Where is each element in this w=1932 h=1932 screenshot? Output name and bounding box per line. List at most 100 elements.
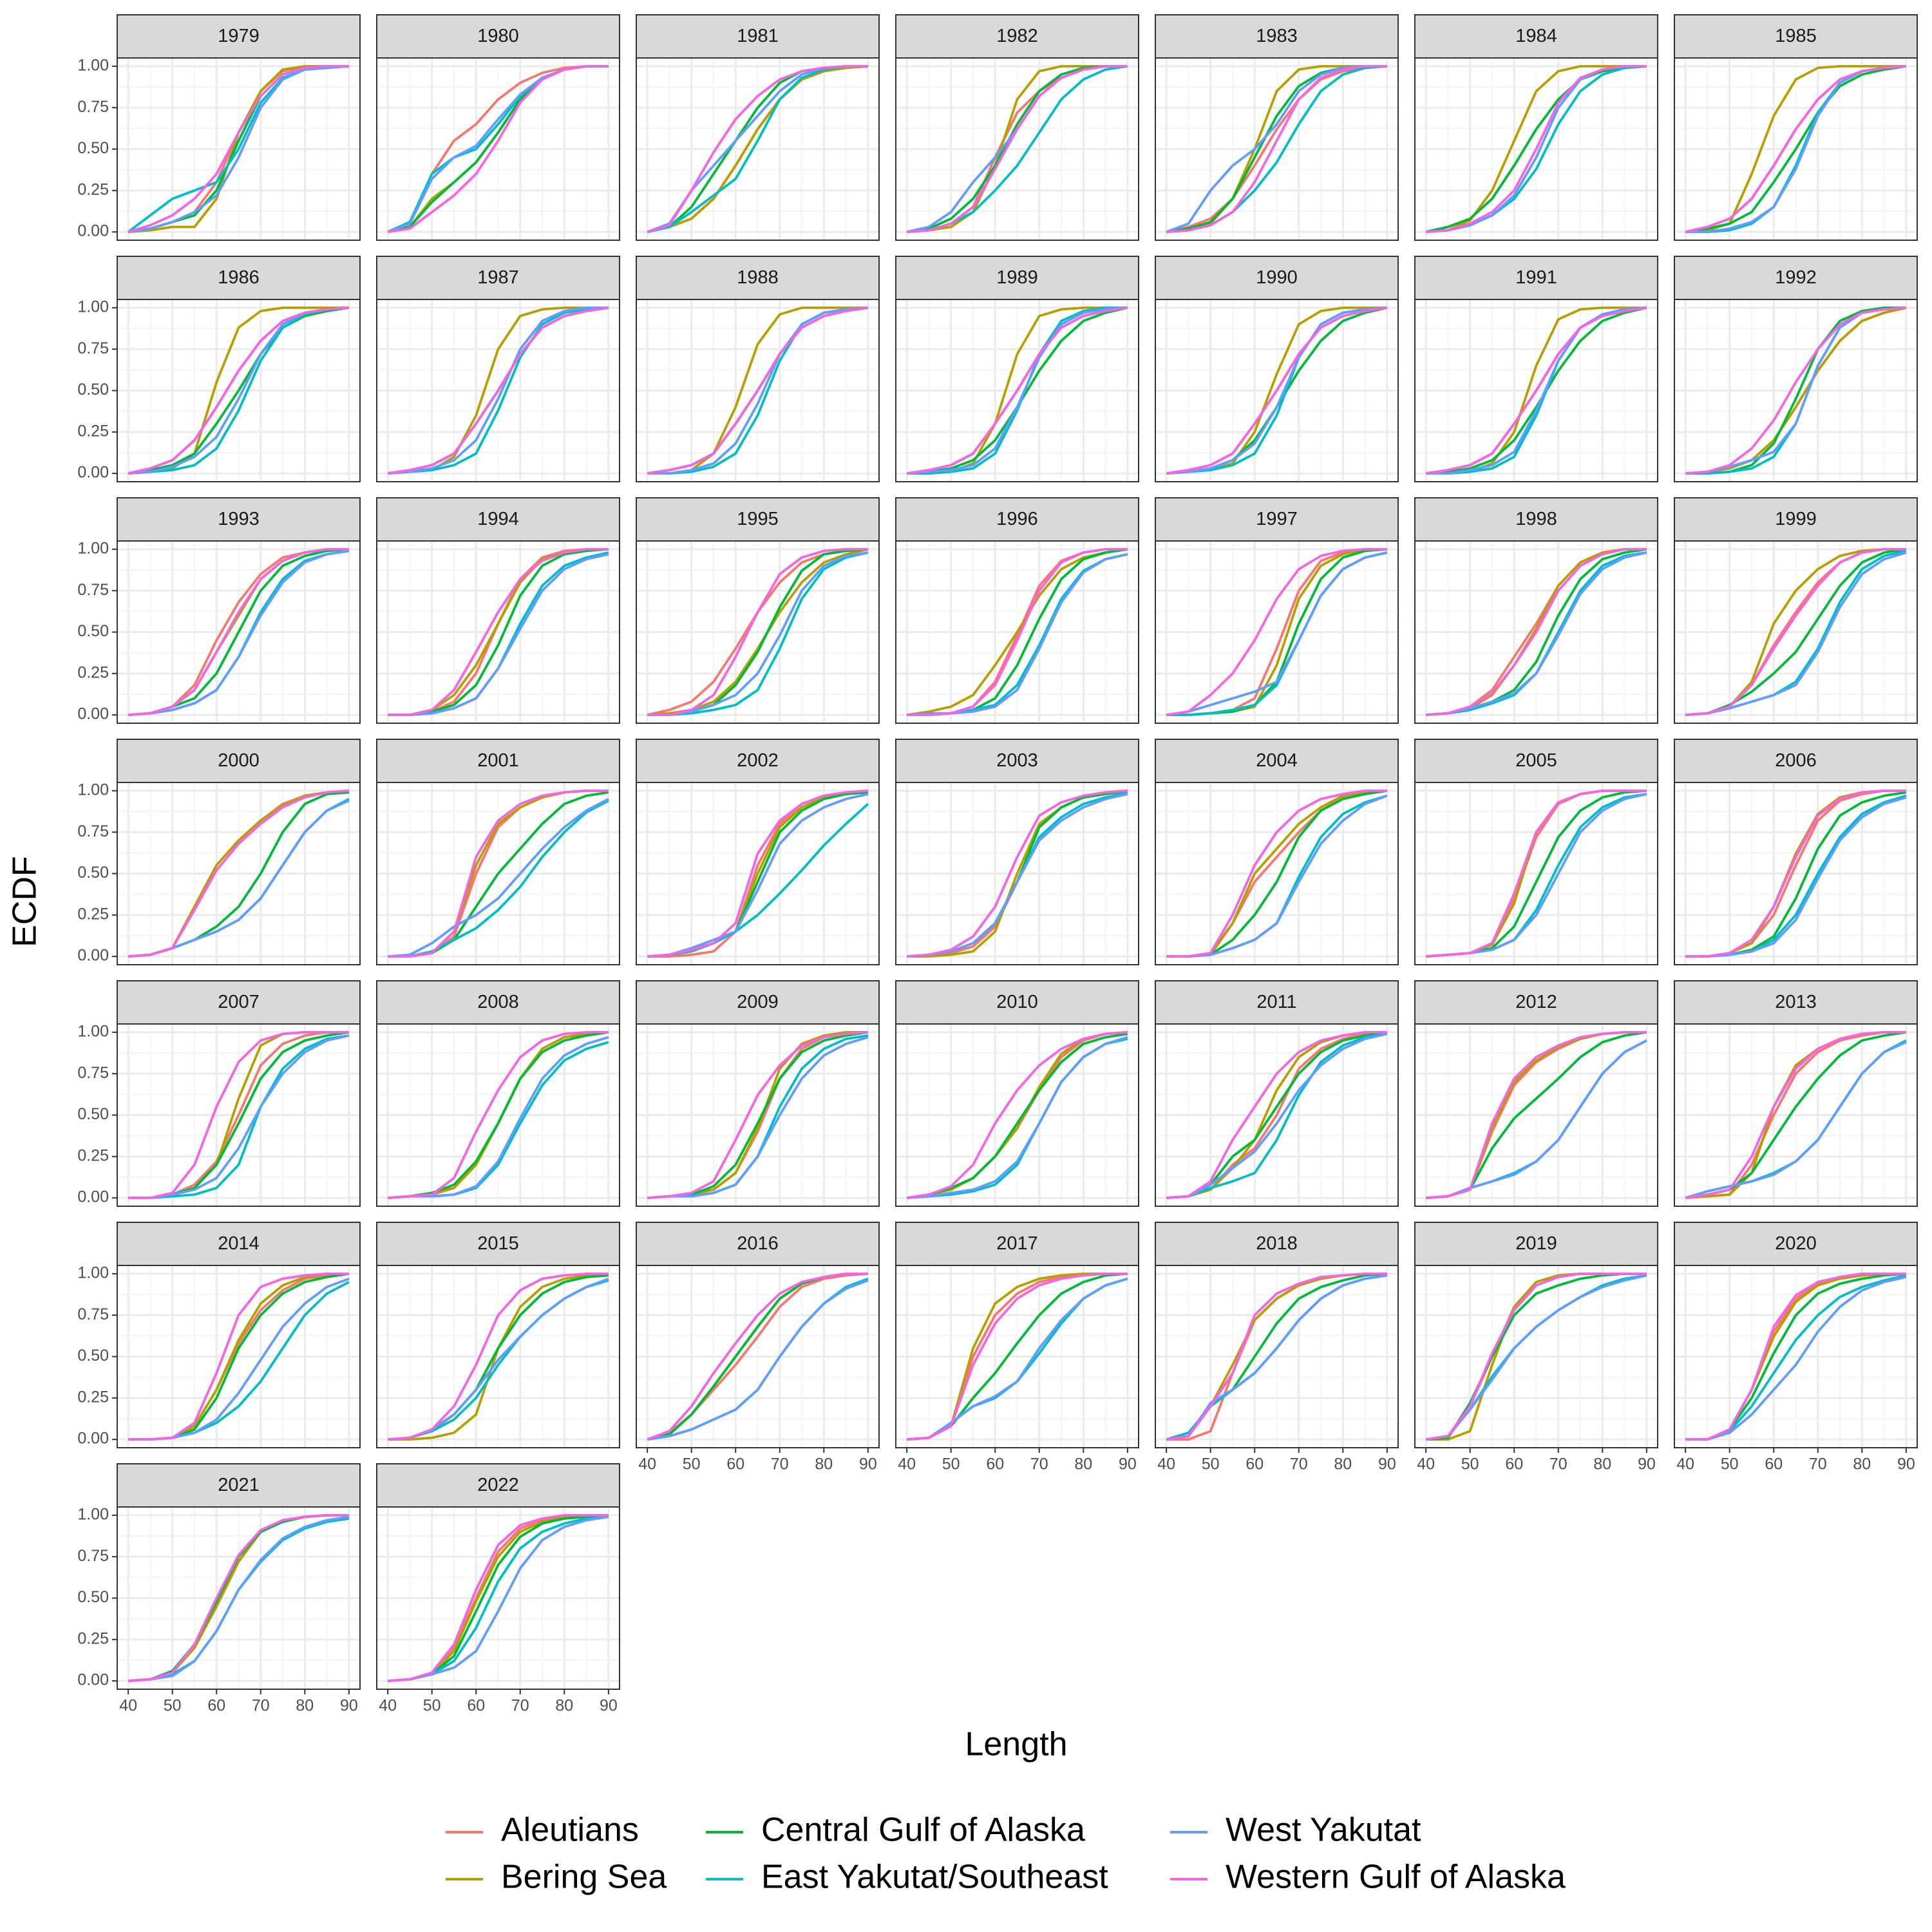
ecdf-line bbox=[1685, 65, 1907, 233]
strip-label: 1995 bbox=[737, 509, 779, 529]
y-tick-label: 1.00 bbox=[77, 56, 109, 74]
strip bbox=[376, 1222, 620, 1266]
panel: 1998 bbox=[1414, 497, 1658, 724]
strip-label: 1998 bbox=[1515, 509, 1557, 529]
ecdf-line bbox=[1685, 1031, 1906, 1199]
ecdf-line bbox=[906, 1036, 1128, 1199]
strip bbox=[895, 14, 1139, 59]
ecdf-line bbox=[906, 307, 1128, 475]
ecdf-line bbox=[1685, 1273, 1906, 1441]
ecdf-line bbox=[1685, 307, 1907, 475]
legend-label: West Yakutat bbox=[1226, 1812, 1421, 1849]
ecdf-line bbox=[647, 1279, 869, 1441]
ecdf-line bbox=[128, 65, 350, 233]
x-tick-label: 60 bbox=[986, 1455, 1004, 1473]
strip bbox=[376, 1463, 620, 1508]
panel: 2018 40 50 60 70 80 90 bbox=[1155, 1222, 1399, 1473]
ecdf-line bbox=[1426, 307, 1647, 475]
x-tick-label: 70 bbox=[252, 1697, 270, 1715]
x-tick-label: 70 bbox=[511, 1697, 529, 1715]
strip bbox=[636, 256, 880, 300]
x-axis-title: Length bbox=[965, 1726, 1067, 1763]
strip-label: 2009 bbox=[737, 992, 779, 1012]
strip bbox=[117, 256, 361, 300]
x-tick-label: 50 bbox=[1721, 1455, 1739, 1473]
strip bbox=[376, 256, 620, 300]
ecdf-line bbox=[647, 548, 868, 716]
strip bbox=[1155, 1222, 1399, 1266]
panel: 1991 bbox=[1414, 256, 1658, 482]
ecdf-line bbox=[1166, 790, 1387, 958]
ecdf-line bbox=[1425, 307, 1647, 475]
y-tick-label: 1.00 bbox=[77, 1022, 109, 1040]
strip-label: 2002 bbox=[737, 750, 779, 771]
strip-label: 2004 bbox=[1256, 750, 1298, 771]
y-tick-label: 0.50 bbox=[77, 864, 109, 882]
strip bbox=[895, 739, 1139, 783]
ecdf-line bbox=[906, 1273, 1128, 1441]
legend-label: East Yakutat/Southeast bbox=[761, 1859, 1108, 1896]
ecdf-line bbox=[1685, 790, 1906, 958]
y-tick-label: 0.00 bbox=[77, 947, 109, 965]
strip-label: 1988 bbox=[737, 267, 779, 288]
strip bbox=[376, 980, 620, 1025]
ecdf-line bbox=[387, 1273, 609, 1441]
panel: 2017 40 50 60 70 80 90 bbox=[895, 1222, 1139, 1473]
x-tick-label: 80 bbox=[555, 1697, 573, 1715]
panel: 1983 bbox=[1155, 14, 1399, 241]
strip-label: 1992 bbox=[1775, 267, 1817, 288]
panel: 1994 bbox=[376, 497, 620, 724]
y-tick-label: 0.00 bbox=[77, 1671, 109, 1689]
panel: 1987 bbox=[376, 256, 620, 482]
y-tick-label: 0.50 bbox=[77, 139, 109, 157]
x-tick-label: 80 bbox=[1853, 1455, 1871, 1473]
x-tick-label: 60 bbox=[467, 1697, 485, 1715]
ecdf-line bbox=[1166, 548, 1387, 716]
x-tick-label: 90 bbox=[340, 1697, 358, 1715]
strip bbox=[1414, 739, 1658, 783]
y-tick-label: 0.25 bbox=[77, 905, 109, 923]
ecdf-line bbox=[1166, 1031, 1387, 1199]
legend-label: Aleutians bbox=[501, 1812, 639, 1849]
strip bbox=[895, 980, 1139, 1025]
ecdf-line bbox=[387, 1514, 609, 1682]
y-tick-label: 0.25 bbox=[77, 1146, 109, 1164]
strip bbox=[117, 739, 361, 783]
x-tick-label: 70 bbox=[1290, 1455, 1308, 1473]
ecdf-line bbox=[1166, 307, 1388, 475]
y-tick-label: 1.00 bbox=[77, 1505, 109, 1523]
strip bbox=[636, 497, 880, 542]
panel: 2002 bbox=[636, 739, 880, 965]
x-tick-label: 80 bbox=[1334, 1455, 1352, 1473]
strip-label: 1985 bbox=[1775, 26, 1817, 46]
ecdf-line bbox=[128, 548, 349, 716]
x-tick-label: 90 bbox=[1638, 1455, 1656, 1473]
strip-label: 1993 bbox=[218, 509, 260, 529]
panel: 2005 bbox=[1414, 739, 1658, 965]
ecdf-line bbox=[1425, 1273, 1647, 1441]
ecdf-line bbox=[1166, 1032, 1388, 1199]
strip-label: 1991 bbox=[1515, 267, 1557, 288]
panel: 1988 bbox=[636, 256, 880, 482]
ecdf-line bbox=[647, 65, 868, 233]
strip-label: 2018 bbox=[1256, 1233, 1298, 1254]
panel: 2015 bbox=[376, 1222, 620, 1448]
strip bbox=[1155, 256, 1399, 300]
strip bbox=[117, 497, 361, 542]
ecdf-line bbox=[906, 307, 1128, 475]
strip bbox=[117, 980, 361, 1025]
strip bbox=[895, 497, 1139, 542]
strip bbox=[376, 14, 620, 59]
x-tick-label: 40 bbox=[119, 1697, 137, 1715]
panel: 2013 bbox=[1674, 980, 1918, 1207]
ecdf-line bbox=[1685, 65, 1907, 233]
x-tick-label: 80 bbox=[1074, 1455, 1092, 1473]
strip bbox=[636, 14, 880, 59]
strip bbox=[1674, 980, 1918, 1025]
strip bbox=[117, 14, 361, 59]
strip-label: 2012 bbox=[1515, 992, 1557, 1012]
panel: 1979 0.00 0.25 0.50 0.75 1.00 bbox=[77, 14, 361, 241]
y-tick-label: 0.75 bbox=[77, 1064, 109, 1082]
panel: 1990 bbox=[1155, 256, 1399, 482]
ecdf-line bbox=[647, 65, 869, 233]
